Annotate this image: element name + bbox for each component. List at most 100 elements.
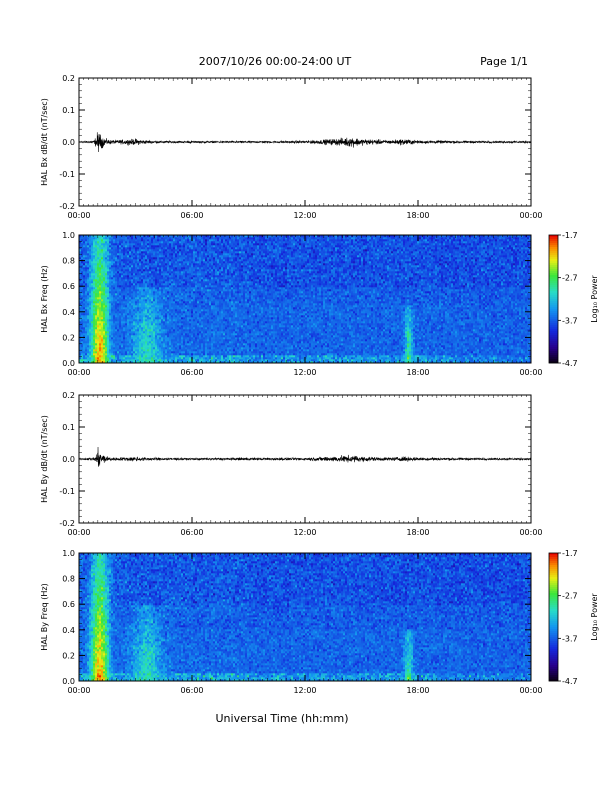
spectrogram-cell xyxy=(95,353,97,355)
spectrogram-cell xyxy=(169,357,171,359)
spectrogram-cell xyxy=(145,311,147,313)
spectrogram-cell xyxy=(205,327,207,329)
spectrogram-cell xyxy=(113,343,115,345)
spectrogram-cell xyxy=(181,321,183,323)
spectrogram-cell xyxy=(189,237,191,239)
spectrogram-cell xyxy=(87,317,89,319)
spectrogram-cell xyxy=(183,285,185,287)
spectrogram-cell xyxy=(175,301,177,303)
spectrogram-cell xyxy=(189,329,191,331)
spectrogram-cell xyxy=(135,275,137,277)
spectrogram-cell xyxy=(105,337,107,339)
spectrogram-cell xyxy=(87,247,89,249)
spectrogram-cell xyxy=(179,333,181,335)
spectrogram-cell xyxy=(203,311,205,313)
spectrogram-cell xyxy=(137,255,139,257)
spectrogram-cell xyxy=(89,321,91,323)
spectrogram-cell xyxy=(103,297,105,299)
spectrogram-cell xyxy=(107,247,109,249)
spectrogram-cell xyxy=(133,349,135,351)
spectrogram-cell xyxy=(191,301,193,303)
spectrogram-cell xyxy=(135,337,137,339)
spectrogram-cell xyxy=(203,333,205,335)
spectrogram-cell xyxy=(115,359,117,361)
spectrogram-cell xyxy=(123,253,125,255)
spectrogram-cell xyxy=(151,323,153,325)
spectrogram-cell xyxy=(151,241,153,243)
spectrogram-cell xyxy=(93,243,95,245)
spectrogram-cell xyxy=(179,335,181,337)
spectrogram-cell xyxy=(97,319,99,321)
spectrogram-cell xyxy=(159,287,161,289)
spectrogram-cell xyxy=(199,243,201,245)
spectrogram-cell xyxy=(105,249,107,251)
spectrogram-cell xyxy=(221,325,223,327)
spectrogram-cell xyxy=(135,301,137,303)
spectrogram-cell xyxy=(197,331,199,333)
spectrogram-cell xyxy=(93,343,95,345)
spectrogram-cell xyxy=(119,265,121,267)
spectrogram-cell xyxy=(197,265,199,267)
spectrogram-cell xyxy=(121,345,123,347)
spectrogram-cell xyxy=(171,345,173,347)
spectrogram-cell xyxy=(211,261,213,263)
spectrogram-cell xyxy=(95,315,97,317)
spectrogram-cell xyxy=(109,335,111,337)
spectrogram-cell xyxy=(121,243,123,245)
spectrogram-cell xyxy=(101,251,103,253)
spectrogram-cell xyxy=(213,351,215,353)
spectrogram-cell xyxy=(183,323,185,325)
spectrogram-cell xyxy=(199,293,201,295)
spectrogram-cell xyxy=(155,299,157,301)
spectrogram-cell xyxy=(105,293,107,295)
spectrogram-cell xyxy=(93,297,95,299)
spectrogram-cell xyxy=(99,299,101,301)
spectrogram-cell xyxy=(223,303,225,305)
spectrogram-cell xyxy=(199,299,201,301)
spectrogram-cell xyxy=(99,267,101,269)
spectrogram-cell xyxy=(113,347,115,349)
spectrogram-cell xyxy=(161,339,163,341)
spectrogram-cell xyxy=(127,301,129,303)
spectrogram-cell xyxy=(215,301,217,303)
spectrogram-cell xyxy=(131,341,133,343)
spectrogram-cell xyxy=(113,265,115,267)
spectrogram-cell xyxy=(85,263,87,265)
spectrogram-cell xyxy=(147,243,149,245)
spectrogram-cell xyxy=(101,357,103,359)
spectrogram-cell xyxy=(147,259,149,261)
spectrogram-cell xyxy=(197,335,199,337)
spectrogram-cell xyxy=(149,315,151,317)
spectrogram-cell xyxy=(131,281,133,283)
spectrogram-cell xyxy=(103,303,105,305)
spectrogram-cell xyxy=(197,359,199,361)
spectrogram-cell xyxy=(197,317,199,319)
spectrogram-cell xyxy=(171,331,173,333)
spectrogram-cell xyxy=(145,267,147,269)
spectrogram-cell xyxy=(107,349,109,351)
spectrogram-cell xyxy=(185,275,187,277)
spectrogram-cell xyxy=(151,243,153,245)
spectrogram-cell xyxy=(109,259,111,261)
spectrogram-cell xyxy=(203,305,205,307)
spectrogram-cell xyxy=(83,317,85,319)
spectrogram-cell xyxy=(99,261,101,263)
spectrogram-cell xyxy=(205,261,207,263)
spectrogram-cell xyxy=(219,305,221,307)
spectrogram-cell xyxy=(135,291,137,293)
spectrogram-cell xyxy=(207,251,209,253)
spectrogram-cell xyxy=(169,347,171,349)
spectrogram-cell xyxy=(165,263,167,265)
spectrogram-cell xyxy=(151,339,153,341)
spectrogram-cell xyxy=(207,283,209,285)
spectrogram-cell xyxy=(121,287,123,289)
spectrogram-cell xyxy=(85,313,87,315)
spectrogram-cell xyxy=(113,267,115,269)
spectrogram-cell xyxy=(179,277,181,279)
spectrogram-cell xyxy=(191,295,193,297)
spectrogram-cell xyxy=(219,257,221,259)
spectrogram-cell xyxy=(111,275,113,277)
spectrogram-cell xyxy=(117,339,119,341)
spectrogram-cell xyxy=(141,335,143,337)
spectrogram-cell xyxy=(143,349,145,351)
